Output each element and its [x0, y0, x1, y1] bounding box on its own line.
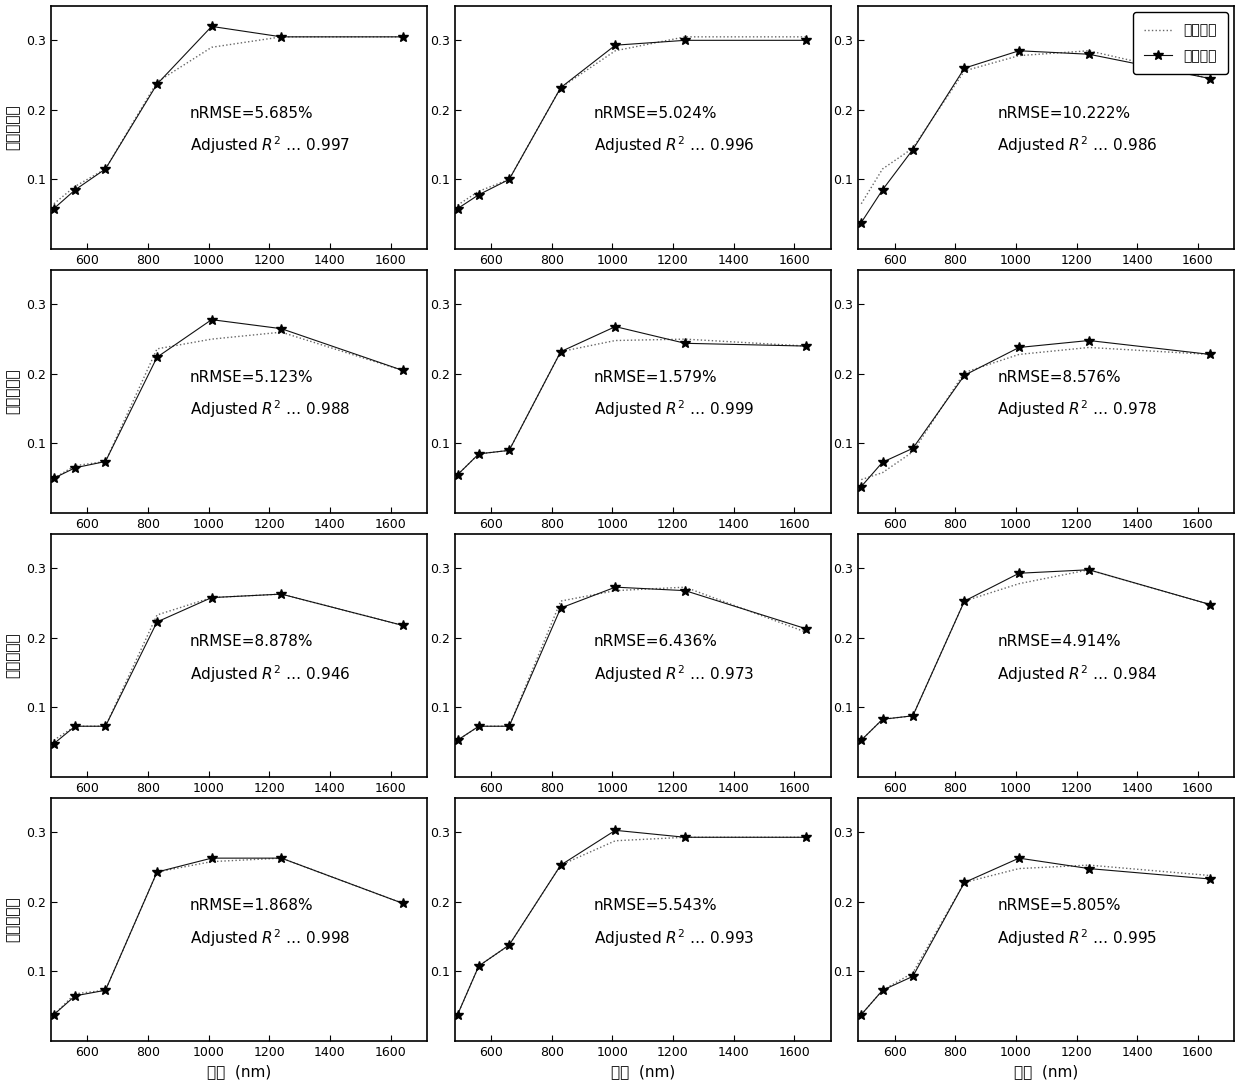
Text: nRMSE=6.436%
Adjusted $R^2$ … 0.973: nRMSE=6.436% Adjusted $R^2$ … 0.973 [594, 635, 754, 685]
Text: nRMSE=5.685%
Adjusted $R^2$ … 0.997: nRMSE=5.685% Adjusted $R^2$ … 0.997 [190, 106, 350, 156]
Text: nRMSE=5.543%
Adjusted $R^2$ … 0.993: nRMSE=5.543% Adjusted $R^2$ … 0.993 [594, 898, 754, 948]
Y-axis label: 冠层反射率: 冠层反射率 [5, 104, 21, 150]
Text: nRMSE=5.024%
Adjusted $R^2$ … 0.996: nRMSE=5.024% Adjusted $R^2$ … 0.996 [594, 106, 754, 156]
Y-axis label: 冠层反射率: 冠层反射率 [5, 633, 21, 678]
Text: nRMSE=5.123%
Adjusted $R^2$ … 0.988: nRMSE=5.123% Adjusted $R^2$ … 0.988 [190, 370, 351, 421]
Text: nRMSE=10.222%
Adjusted $R^2$ … 0.986: nRMSE=10.222% Adjusted $R^2$ … 0.986 [997, 106, 1158, 156]
Text: nRMSE=1.868%
Adjusted $R^2$ … 0.998: nRMSE=1.868% Adjusted $R^2$ … 0.998 [190, 898, 351, 948]
Text: nRMSE=8.576%
Adjusted $R^2$ … 0.978: nRMSE=8.576% Adjusted $R^2$ … 0.978 [997, 370, 1158, 421]
Text: nRMSE=1.579%
Adjusted $R^2$ … 0.999: nRMSE=1.579% Adjusted $R^2$ … 0.999 [594, 370, 754, 421]
Text: nRMSE=5.805%
Adjusted $R^2$ … 0.995: nRMSE=5.805% Adjusted $R^2$ … 0.995 [997, 898, 1157, 948]
Legend: 实测光谱, 模拟光谱: 实测光谱, 模拟光谱 [1133, 13, 1228, 74]
X-axis label: 波长  (nm): 波长 (nm) [610, 1064, 675, 1080]
Y-axis label: 冠层反射率: 冠层反射率 [5, 896, 21, 942]
X-axis label: 波长  (nm): 波长 (nm) [207, 1064, 272, 1080]
X-axis label: 波长  (nm): 波长 (nm) [1014, 1064, 1079, 1080]
Text: nRMSE=8.878%
Adjusted $R^2$ … 0.946: nRMSE=8.878% Adjusted $R^2$ … 0.946 [190, 635, 351, 685]
Y-axis label: 冠层反射率: 冠层反射率 [5, 369, 21, 414]
Text: nRMSE=4.914%
Adjusted $R^2$ … 0.984: nRMSE=4.914% Adjusted $R^2$ … 0.984 [997, 635, 1158, 685]
